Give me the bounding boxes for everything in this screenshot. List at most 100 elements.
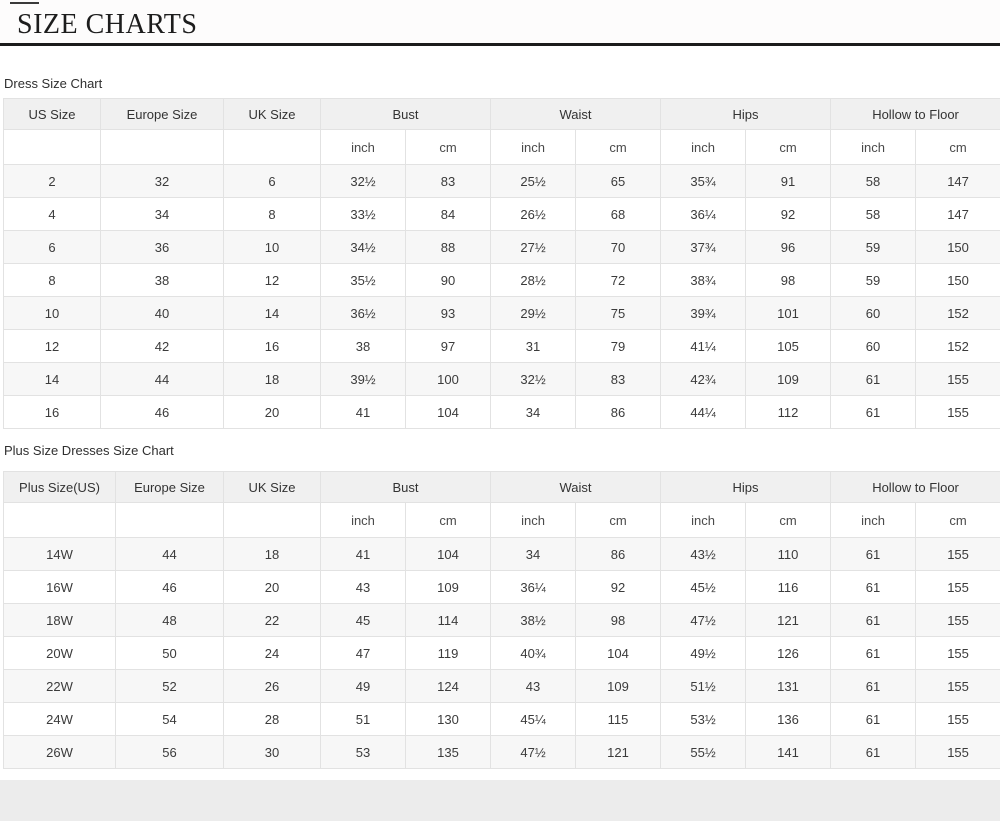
measurement-cell: 37¾ [660, 230, 747, 264]
table-row: 6 36 10 34½ 88 27½ 70 37¾ 96 59 150 [3, 230, 1000, 264]
measurement-cell: 92 [745, 197, 832, 231]
unit-header-inch: inch [830, 502, 917, 538]
measurement-cell: 41 [320, 395, 406, 429]
measurement-cell: 60 [830, 329, 917, 363]
unit-header-inch: inch [320, 129, 406, 165]
table-row: 16 46 20 41 104 34 86 44¼ 112 61 155 [3, 395, 1000, 429]
measurement-cell: 147 [915, 197, 1000, 231]
unit-header-cm: cm [404, 502, 492, 538]
measurement-cell: 33½ [320, 197, 406, 231]
size-cell: 12 [3, 329, 101, 363]
empty-header [223, 502, 321, 538]
size-cell: 22W [3, 669, 116, 703]
column-header-bust: Bust [319, 471, 492, 503]
measurement-cell: 55½ [660, 735, 747, 769]
measurement-cell: 47½ [490, 735, 577, 769]
measurement-cell: 86 [575, 395, 662, 429]
measurement-cell: 61 [830, 570, 917, 604]
table-row: 14W 44 18 41 104 34 86 43½ 110 61 155 [3, 537, 1000, 571]
measurement-cell: 50 [115, 636, 224, 670]
table-header-row: US Size Europe Size UK Size Bust Waist H… [3, 98, 1000, 130]
unit-header-cm: cm [575, 129, 662, 165]
plus-size-table: Plus Size(US) Europe Size UK Size Bust W… [3, 471, 1000, 769]
measurement-cell: 34½ [320, 230, 406, 264]
measurement-cell: 141 [745, 735, 832, 769]
measurement-cell: 51½ [660, 669, 747, 703]
measurement-cell: 115 [575, 702, 662, 736]
page-title: SIZE CHARTS [17, 9, 198, 40]
measurement-cell: 150 [915, 230, 1000, 264]
column-header-hips: Hips [660, 471, 832, 503]
measurement-cell: 47 [320, 636, 406, 670]
measurement-cell: 90 [404, 263, 492, 297]
measurement-cell: 34 [490, 395, 577, 429]
size-cell: 14W [3, 537, 116, 571]
measurement-cell: 42 [100, 329, 224, 363]
table-row: 18W 48 22 45 114 38½ 98 47½ 121 61 155 [3, 603, 1000, 637]
column-header-waist: Waist [490, 98, 662, 130]
measurement-cell: 20 [223, 395, 321, 429]
size-cell: 16 [3, 395, 101, 429]
unit-header-cm: cm [575, 502, 662, 538]
unit-header-inch: inch [490, 502, 577, 538]
size-cell: 24W [3, 702, 116, 736]
table-row: 10 40 14 36½ 93 29½ 75 39¾ 101 60 152 [3, 296, 1000, 330]
footer-band [0, 780, 1000, 821]
table-header-row: Plus Size(US) Europe Size UK Size Bust W… [3, 471, 1000, 503]
column-header-europe-size: Europe Size [115, 471, 224, 503]
measurement-cell: 46 [115, 570, 224, 604]
measurement-cell: 155 [915, 537, 1000, 571]
measurement-cell: 34 [100, 197, 224, 231]
unit-header-inch: inch [660, 502, 747, 538]
measurement-cell: 60 [830, 296, 917, 330]
measurement-cell: 40 [100, 296, 224, 330]
measurement-cell: 48 [115, 603, 224, 637]
column-header-bust: Bust [319, 98, 492, 130]
table-unit-row: inch cm inch cm inch cm inch cm [3, 502, 1000, 538]
measurement-cell: 47½ [660, 603, 747, 637]
measurement-cell: 27½ [490, 230, 577, 264]
column-header-uk-size: UK Size [223, 98, 321, 130]
measurement-cell: 136 [745, 702, 832, 736]
size-cell: 2 [3, 164, 101, 198]
plus-size-table-body: 14W 44 18 41 104 34 86 43½ 110 61 155 16W 46 20 43 109 3… [3, 537, 1000, 769]
measurement-cell: 51 [320, 702, 406, 736]
size-cell: 4 [3, 197, 101, 231]
measurement-cell: 45¼ [490, 702, 577, 736]
measurement-cell: 56 [115, 735, 224, 769]
measurement-cell: 44 [100, 362, 224, 396]
measurement-cell: 98 [575, 603, 662, 637]
measurement-cell: 58 [830, 164, 917, 198]
measurement-cell: 155 [915, 603, 1000, 637]
size-cell: 6 [3, 230, 101, 264]
measurement-cell: 36½ [320, 296, 406, 330]
measurement-cell: 96 [745, 230, 832, 264]
size-cell: 16W [3, 570, 116, 604]
measurement-cell: 28 [223, 702, 321, 736]
measurement-cell: 121 [745, 603, 832, 637]
table-row: 20W 50 24 47 119 40¾ 104 49½ 126 61 155 [3, 636, 1000, 670]
column-header-europe-size: Europe Size [100, 98, 224, 130]
measurement-cell: 35½ [320, 263, 406, 297]
table-row: 26W 56 30 53 135 47½ 121 55½ 141 61 155 [3, 735, 1000, 769]
measurement-cell: 109 [404, 570, 492, 604]
measurement-cell: 70 [575, 230, 662, 264]
measurement-cell: 124 [404, 669, 492, 703]
measurement-cell: 31 [490, 329, 577, 363]
measurement-cell: 72 [575, 263, 662, 297]
unit-header-inch: inch [320, 502, 406, 538]
measurement-cell: 20 [223, 570, 321, 604]
column-header-hips: Hips [660, 98, 832, 130]
measurement-cell: 152 [915, 296, 1000, 330]
measurement-cell: 155 [915, 395, 1000, 429]
table-row: 4 34 8 33½ 84 26½ 68 36¼ 92 58 147 [3, 197, 1000, 231]
measurement-cell: 61 [830, 735, 917, 769]
measurement-cell: 114 [404, 603, 492, 637]
measurement-cell: 38 [100, 263, 224, 297]
measurement-cell: 53 [320, 735, 406, 769]
empty-header [115, 502, 224, 538]
measurement-cell: 30 [223, 735, 321, 769]
measurement-cell: 36¼ [490, 570, 577, 604]
table-row: 2 32 6 32½ 83 25½ 65 35¾ 91 58 147 [3, 164, 1000, 198]
table-row: 16W 46 20 43 109 36¼ 92 45½ 116 61 155 [3, 570, 1000, 604]
